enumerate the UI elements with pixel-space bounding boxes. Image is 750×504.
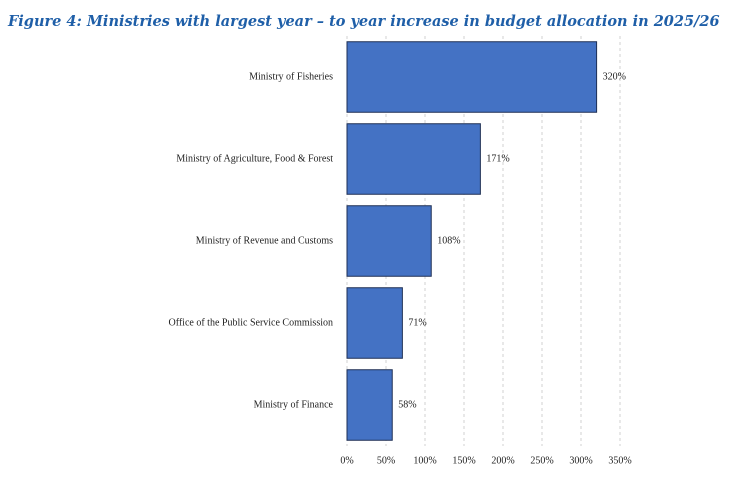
x-tick-label: 100% <box>413 455 436 466</box>
x-tick-label: 150% <box>452 455 475 466</box>
x-tick-label: 300% <box>569 455 592 466</box>
x-tick-label: 200% <box>491 455 514 466</box>
data-label: 171% <box>486 153 509 164</box>
data-label: 71% <box>408 317 426 328</box>
x-tick-label: 0% <box>340 455 353 466</box>
x-tick-label: 350% <box>608 455 631 466</box>
y-tick-label: Ministry of Revenue and Customs <box>196 235 333 246</box>
chart-title: Figure 4: Ministries with largest year –… <box>7 13 720 30</box>
data-label: 58% <box>398 399 416 410</box>
y-tick-label: Ministry of Agriculture, Food & Forest <box>176 153 333 164</box>
y-tick-label: Ministry of Finance <box>254 399 334 410</box>
bar <box>346 123 481 195</box>
y-tick-label: Office of the Public Service Commission <box>168 317 333 328</box>
y-tick-label: Ministry of Fisheries <box>249 71 333 82</box>
x-tick-label: 50% <box>377 455 395 466</box>
bar <box>346 41 598 113</box>
data-label: 320% <box>603 71 626 82</box>
bar <box>346 369 393 441</box>
data-label: 108% <box>437 235 460 246</box>
x-tick-label: 250% <box>530 455 553 466</box>
bar <box>346 287 403 359</box>
bar <box>346 205 432 277</box>
